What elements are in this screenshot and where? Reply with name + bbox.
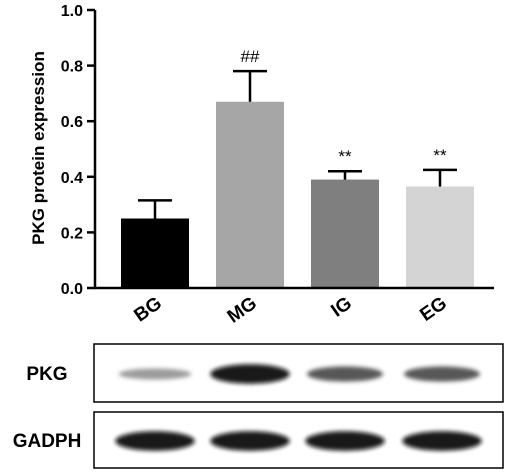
y-axis: 0.0 0.2 0.4 0.6 0.8 1.0 (61, 3, 97, 298)
bar-ig (311, 179, 379, 288)
blot-band (118, 368, 192, 380)
western-blot-panel: PKG GADPH (13, 343, 504, 469)
x-axis: BG MG IG EG (94, 286, 494, 328)
blot-label-pkg: PKG (26, 364, 67, 385)
blot-band (402, 431, 482, 451)
blot-band (210, 431, 290, 451)
blot-band (305, 431, 385, 451)
y-tick-label: 0.6 (61, 114, 83, 131)
y-tick-label: 1.0 (61, 3, 83, 20)
significance-marker-ig: ** (338, 147, 352, 166)
blot-band (210, 364, 290, 384)
x-tick-label-eg: EG (416, 293, 451, 326)
x-tick-label-mg: MG (224, 293, 261, 328)
blot-row-pkg: PKG (26, 343, 504, 403)
x-tick-label-bg: BG (130, 293, 165, 327)
x-tick-label-ig: IG (327, 293, 355, 322)
blot-band (115, 431, 195, 451)
blot-label-gadph: GADPH (13, 431, 82, 452)
bar-bg (121, 218, 189, 288)
y-tick-label: 0.8 (61, 59, 83, 76)
bar-chart: PKG protein expression 0.0 0.2 0.4 0.6 0.8 1.… (29, 3, 494, 328)
bar-mg (216, 101, 284, 289)
y-axis-label: PKG protein expression (29, 51, 48, 245)
y-tick-label: 0.2 (61, 225, 83, 242)
y-tick-label: 0.4 (61, 170, 83, 187)
bars-group: ## ** ** (121, 47, 474, 289)
blot-band (307, 366, 383, 382)
blot-row-gadph: GADPH (13, 411, 504, 469)
significance-marker-eg: ** (433, 146, 447, 165)
y-tick-label: 0.0 (61, 281, 83, 298)
bar-eg (406, 186, 474, 288)
significance-marker-mg: ## (241, 47, 260, 66)
blot-band (404, 366, 480, 382)
